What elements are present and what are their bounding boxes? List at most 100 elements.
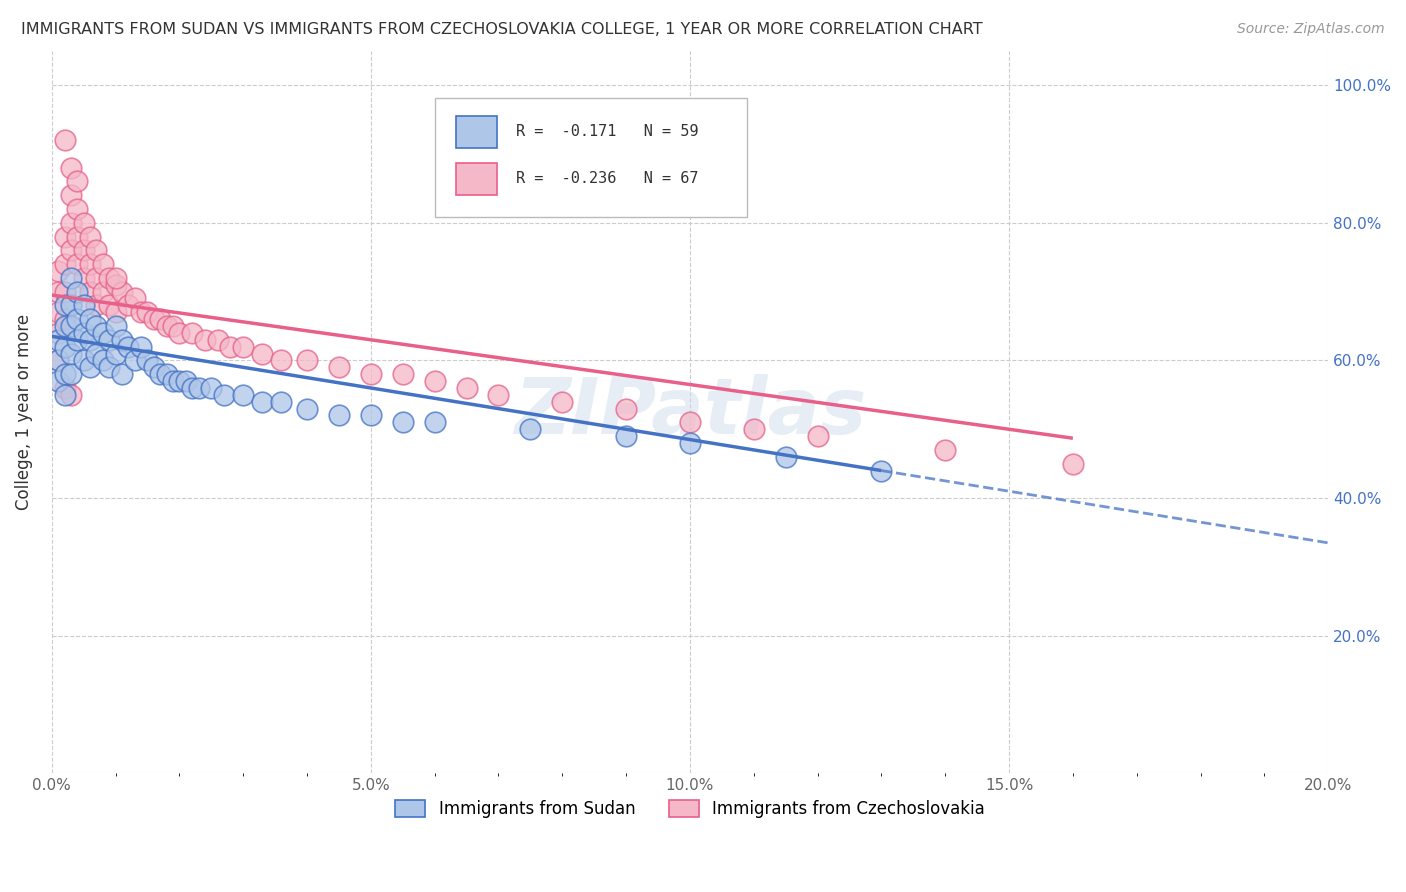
Point xyxy=(59,318,82,333)
Point xyxy=(79,333,101,347)
Point xyxy=(66,333,89,347)
Point xyxy=(53,285,76,299)
Legend: Immigrants from Sudan, Immigrants from Czechoslovakia: Immigrants from Sudan, Immigrants from C… xyxy=(387,792,993,827)
Point xyxy=(169,326,191,340)
Point xyxy=(59,216,82,230)
Point xyxy=(252,346,274,360)
Point xyxy=(117,340,139,354)
Point xyxy=(53,340,76,354)
Point xyxy=(124,292,146,306)
FancyBboxPatch shape xyxy=(457,116,498,148)
Point xyxy=(98,360,121,375)
Point xyxy=(328,360,350,375)
Point xyxy=(46,264,69,278)
Point xyxy=(111,285,134,299)
Point xyxy=(142,312,165,326)
Point xyxy=(360,368,382,382)
Point xyxy=(679,416,702,430)
Point xyxy=(129,340,152,354)
Point xyxy=(194,333,217,347)
Text: R =  -0.236   N = 67: R = -0.236 N = 67 xyxy=(516,171,699,186)
Point xyxy=(86,270,108,285)
Point xyxy=(73,326,96,340)
Point xyxy=(212,388,235,402)
Point xyxy=(53,133,76,147)
Point xyxy=(73,270,96,285)
Point xyxy=(679,436,702,450)
Point xyxy=(295,401,318,416)
Point xyxy=(53,257,76,271)
Point xyxy=(934,442,956,457)
Point xyxy=(79,229,101,244)
Point xyxy=(149,312,172,326)
Point xyxy=(775,450,797,464)
Point xyxy=(488,388,510,402)
Point xyxy=(806,429,828,443)
Point xyxy=(73,353,96,368)
Point xyxy=(391,416,413,430)
Point xyxy=(53,229,76,244)
Point xyxy=(391,368,413,382)
Text: Source: ZipAtlas.com: Source: ZipAtlas.com xyxy=(1237,22,1385,37)
Point xyxy=(104,318,127,333)
Point xyxy=(66,285,89,299)
Point xyxy=(149,368,172,382)
Point xyxy=(207,333,229,347)
Point xyxy=(66,312,89,326)
Point xyxy=(86,244,108,258)
Point xyxy=(86,298,108,312)
Point xyxy=(53,298,76,312)
Point xyxy=(59,161,82,175)
Point xyxy=(66,202,89,216)
Point xyxy=(59,388,82,402)
Point xyxy=(98,333,121,347)
Point xyxy=(53,381,76,395)
Point xyxy=(104,346,127,360)
Point xyxy=(86,318,108,333)
Text: R =  -0.171   N = 59: R = -0.171 N = 59 xyxy=(516,125,699,139)
Point xyxy=(66,229,89,244)
Point xyxy=(46,374,69,388)
Point xyxy=(162,318,184,333)
Text: ZIPatlas: ZIPatlas xyxy=(513,374,866,450)
Point xyxy=(59,346,82,360)
Point xyxy=(104,277,127,292)
Point xyxy=(162,374,184,388)
Point xyxy=(219,340,242,354)
Point xyxy=(270,353,292,368)
Text: IMMIGRANTS FROM SUDAN VS IMMIGRANTS FROM CZECHOSLOVAKIA COLLEGE, 1 YEAR OR MORE : IMMIGRANTS FROM SUDAN VS IMMIGRANTS FROM… xyxy=(21,22,983,37)
Point xyxy=(59,368,82,382)
Point xyxy=(59,298,82,312)
Point xyxy=(46,285,69,299)
Point xyxy=(181,326,204,340)
Point xyxy=(252,394,274,409)
Point xyxy=(169,374,191,388)
Point xyxy=(270,394,292,409)
Point xyxy=(66,174,89,188)
Point xyxy=(73,298,96,312)
Point xyxy=(200,381,222,395)
Point xyxy=(156,368,179,382)
Point xyxy=(129,305,152,319)
Y-axis label: College, 1 year or more: College, 1 year or more xyxy=(15,314,32,510)
Point xyxy=(59,188,82,202)
Point xyxy=(91,353,114,368)
Point xyxy=(66,257,89,271)
FancyBboxPatch shape xyxy=(434,97,748,217)
Point xyxy=(156,318,179,333)
Point xyxy=(423,416,446,430)
Point xyxy=(117,298,139,312)
Point xyxy=(142,360,165,375)
FancyBboxPatch shape xyxy=(457,162,498,195)
Point xyxy=(870,464,893,478)
Point xyxy=(423,374,446,388)
Point xyxy=(79,312,101,326)
Point xyxy=(98,270,121,285)
Point xyxy=(46,326,69,340)
Point xyxy=(232,340,254,354)
Point xyxy=(79,257,101,271)
Point xyxy=(614,429,637,443)
Point xyxy=(53,318,76,333)
Point xyxy=(98,298,121,312)
Point xyxy=(73,216,96,230)
